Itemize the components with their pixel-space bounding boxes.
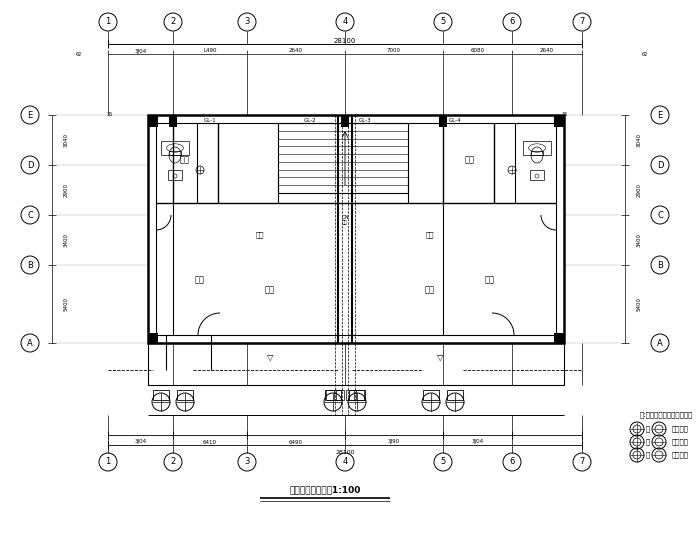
Bar <box>161 141 189 155</box>
Text: ▽: ▽ <box>267 352 273 362</box>
Text: B: B <box>27 260 33 269</box>
Text: 3040: 3040 <box>637 133 642 147</box>
Text: 6: 6 <box>510 457 514 467</box>
Text: 5400: 5400 <box>637 297 642 311</box>
Bar <box>336 390 344 400</box>
Text: GL-3: GL-3 <box>359 117 371 123</box>
Text: 对称布置: 对称布置 <box>672 452 689 458</box>
Bar <box>153 390 169 400</box>
Text: 3400: 3400 <box>637 233 642 247</box>
Text: 6490: 6490 <box>289 440 303 445</box>
Text: 对称布置: 对称布置 <box>672 426 689 432</box>
Text: 厨房: 厨房 <box>180 155 190 164</box>
Text: 1: 1 <box>106 457 110 467</box>
Text: 1: 1 <box>106 18 110 27</box>
Text: L490: L490 <box>203 49 217 54</box>
Text: 2: 2 <box>171 457 175 467</box>
Text: 2900: 2900 <box>637 183 642 197</box>
Text: 35: 35 <box>562 112 568 117</box>
Text: 7000: 7000 <box>387 49 401 54</box>
Text: 2640: 2640 <box>540 49 554 54</box>
Text: 7: 7 <box>579 18 584 27</box>
Bar <box>341 115 349 127</box>
Text: 3J90: 3J90 <box>388 440 400 445</box>
Bar <box>447 390 463 400</box>
Bar <box>168 170 182 180</box>
Text: 与: 与 <box>646 452 650 458</box>
Text: 6410: 6410 <box>203 440 217 445</box>
Text: 餐厅: 餐厅 <box>265 285 275 295</box>
Text: 与: 与 <box>646 426 650 432</box>
Bar <box>439 115 447 127</box>
Bar <box>156 123 556 335</box>
Bar <box>169 115 177 127</box>
Text: ▽: ▽ <box>437 352 443 362</box>
Text: 28100: 28100 <box>336 450 355 455</box>
Text: GL-2: GL-2 <box>303 117 317 123</box>
Text: 注:左右两户给排水对称布置: 注:左右两户给排水对称布置 <box>640 411 693 418</box>
Bar <box>177 390 193 400</box>
Bar <box>148 333 158 343</box>
Text: 与: 与 <box>646 439 650 445</box>
Bar <box>423 390 439 400</box>
Text: 62: 62 <box>642 53 648 58</box>
Text: 62: 62 <box>76 53 82 58</box>
Bar <box>325 390 341 400</box>
Bar <box>148 343 564 385</box>
Text: C: C <box>27 211 33 220</box>
Text: 3: 3 <box>245 18 250 27</box>
Text: A: A <box>657 338 663 347</box>
Bar <box>554 333 564 343</box>
Text: 3J04: 3J04 <box>134 49 147 54</box>
Text: 3400: 3400 <box>64 233 69 247</box>
Text: B: B <box>657 260 663 269</box>
Text: 餐厅: 餐厅 <box>425 285 435 295</box>
Text: E: E <box>27 111 33 119</box>
Text: 对称布置: 对称布置 <box>672 439 689 445</box>
Text: 7: 7 <box>579 457 584 467</box>
Bar <box>278 123 408 193</box>
Bar <box>148 115 564 343</box>
Text: 新风: 新风 <box>426 232 434 238</box>
Text: 2900: 2900 <box>64 183 69 197</box>
Text: GL-1: GL-1 <box>203 117 216 123</box>
Bar <box>346 390 354 400</box>
Bar <box>530 170 544 180</box>
Text: 6080: 6080 <box>470 49 484 54</box>
Text: 2: 2 <box>171 18 175 27</box>
Bar <box>356 390 364 400</box>
Text: C: C <box>657 211 663 220</box>
Bar <box>349 390 365 400</box>
Text: 28100: 28100 <box>334 38 356 44</box>
Text: 新风: 新风 <box>256 232 264 238</box>
Bar <box>523 141 551 155</box>
Text: 厨房: 厨房 <box>465 155 475 164</box>
Text: 一层综排水平面图1:100: 一层综排水平面图1:100 <box>289 486 361 494</box>
Text: E: E <box>657 111 663 119</box>
Bar <box>531 151 543 155</box>
Text: 3040: 3040 <box>64 133 69 147</box>
Text: A: A <box>27 338 33 347</box>
Text: 4: 4 <box>343 18 347 27</box>
Text: 3J04: 3J04 <box>134 440 147 445</box>
Text: 3: 3 <box>245 457 250 467</box>
Text: D: D <box>27 160 34 170</box>
Text: DN
排水: DN 排水 <box>341 215 349 226</box>
Text: 35: 35 <box>107 112 113 117</box>
Text: 5: 5 <box>440 457 446 467</box>
Text: 客厅: 客厅 <box>195 275 205 284</box>
Bar <box>326 390 334 400</box>
Text: 客厅: 客厅 <box>485 275 495 284</box>
Text: 3J04: 3J04 <box>471 440 484 445</box>
Text: 6: 6 <box>510 18 514 27</box>
Bar <box>148 115 158 127</box>
Bar <box>554 115 564 127</box>
Text: GL-4: GL-4 <box>449 117 461 123</box>
Text: 4: 4 <box>343 457 347 467</box>
Bar <box>169 151 181 155</box>
Text: 2640: 2640 <box>289 49 303 54</box>
Text: 5: 5 <box>440 18 446 27</box>
Text: D: D <box>657 160 663 170</box>
Text: 5400: 5400 <box>64 297 69 311</box>
